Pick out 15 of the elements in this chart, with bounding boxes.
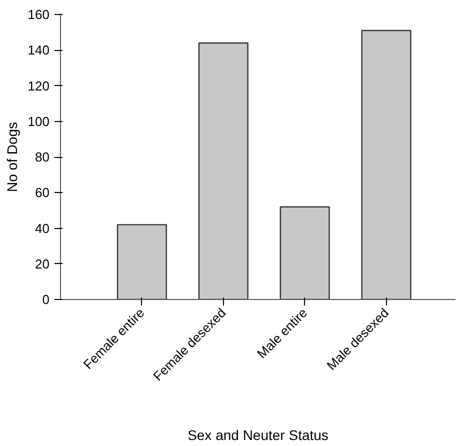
- y-axis-title: No of Dogs: [4, 122, 20, 192]
- y-tick-label: 20: [35, 256, 50, 272]
- bar: [361, 30, 412, 300]
- y-tick-label: 120: [28, 78, 50, 94]
- y-tick-label: 40: [35, 220, 50, 236]
- y-tick-label: 0: [42, 292, 50, 307]
- y-tick-label: 160: [28, 7, 50, 22]
- bar: [198, 42, 248, 300]
- y-tick-label: 80: [35, 150, 50, 164]
- bar: [280, 206, 330, 300]
- y-tick-label: 60: [35, 185, 50, 200]
- bar: [116, 224, 167, 300]
- x-axis-title: Sex and Neuter Status: [188, 427, 328, 444]
- y-tick-label: 140: [28, 42, 50, 58]
- y-tick-label: 100: [28, 114, 50, 129]
